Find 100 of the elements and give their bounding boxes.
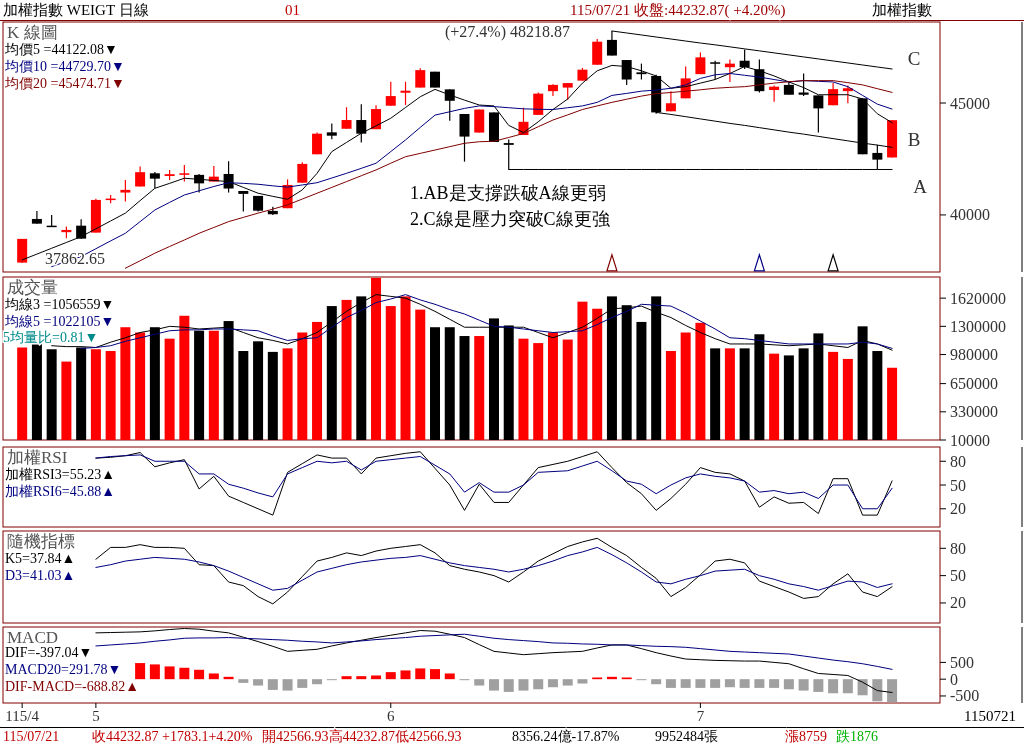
bar — [61, 361, 72, 440]
bar — [400, 296, 411, 440]
bar — [695, 679, 706, 688]
bar — [444, 673, 455, 680]
candlestick — [444, 88, 455, 122]
chart-title: 加權RSI — [7, 448, 68, 467]
bar — [194, 669, 205, 680]
candlestick — [223, 160, 234, 194]
y-tick-label: 20 — [950, 500, 966, 518]
candlestick — [238, 190, 249, 213]
bar — [297, 332, 308, 440]
text: C — [907, 48, 921, 69]
bar — [651, 679, 662, 685]
bar — [179, 667, 190, 680]
y-tick-label: 40000 — [950, 206, 990, 224]
bar — [813, 333, 824, 440]
series-label: 加權RSI3=55.23▲ — [5, 467, 116, 482]
bar — [813, 679, 824, 692]
chart-title: K 線圖 — [7, 23, 58, 42]
y-tick-label: -500 — [950, 687, 980, 705]
y-tick-label: 50 — [950, 476, 966, 494]
bar — [680, 679, 691, 688]
bar — [341, 676, 352, 680]
text: 加權指數 WEIGT 日線 — [3, 2, 149, 18]
bar — [739, 348, 750, 440]
bar — [385, 672, 396, 680]
bar — [194, 330, 205, 440]
y-tick-label: 50 — [950, 567, 966, 585]
candlestick — [149, 171, 160, 189]
bar — [90, 349, 101, 440]
text: 01 — [285, 2, 300, 18]
candlestick — [341, 106, 352, 130]
chart-title: 隨機指標 — [7, 532, 75, 551]
candlestick — [400, 81, 411, 106]
text: 跌1876 — [836, 729, 878, 744]
y-tick-label: 500 — [950, 653, 974, 671]
text: 9952484張 — [655, 729, 718, 744]
bar — [724, 679, 735, 688]
bar — [636, 321, 647, 440]
chart-title: 成交量 — [7, 278, 58, 297]
annotation: 5均量比=0.81▼ — [3, 330, 99, 345]
text: 加權指數 — [872, 2, 932, 18]
text: 均價10 =44729.70▼ — [4, 59, 125, 74]
y-tick-label: 80 — [950, 452, 966, 470]
bar — [783, 355, 794, 440]
bar — [577, 679, 588, 684]
text: A — [913, 176, 928, 197]
candlestick — [31, 210, 42, 225]
bar — [415, 309, 426, 440]
bar — [415, 668, 426, 680]
x-tick-label: 115/4 — [5, 708, 40, 724]
bar — [769, 353, 780, 440]
text: B — [907, 129, 921, 150]
y-tick-label: 330000 — [950, 403, 998, 421]
bar — [474, 679, 485, 686]
text: 115/07/21 收盤:44232.87( +4.20%) — [570, 2, 786, 19]
bar — [356, 676, 367, 680]
bar — [120, 327, 131, 440]
text: 收44232.87 +1783.1+4.20% — [92, 729, 253, 744]
bar — [267, 351, 278, 440]
text: 漲8759 — [785, 729, 827, 744]
candlestick — [120, 179, 131, 203]
candlestick — [297, 161, 308, 184]
text: 均價20 =45474.71▼ — [4, 76, 125, 91]
bar — [887, 679, 898, 703]
candlestick — [592, 38, 603, 66]
bar — [798, 348, 809, 440]
bar — [430, 669, 441, 680]
bar — [297, 679, 308, 688]
bar — [547, 332, 558, 440]
bar — [164, 338, 175, 440]
bar — [503, 679, 514, 692]
series-label: 均線5 =1022105▼ — [4, 314, 115, 329]
y-tick-label: 980000 — [950, 346, 998, 364]
bar — [665, 679, 676, 688]
annotation: (+27.4%) 48218.87 — [444, 23, 570, 41]
candlestick — [135, 165, 146, 188]
bar — [562, 339, 573, 440]
annotation: 2.C線是壓力突破C線更強 — [410, 209, 610, 229]
y-tick-label: 650000 — [950, 375, 998, 393]
bar — [253, 679, 264, 686]
series-label: DIF-MACD=-688.82▲ — [5, 679, 140, 694]
bar — [872, 351, 883, 440]
bar — [208, 330, 219, 440]
y-tick-label: 80 — [950, 539, 966, 557]
bar — [238, 351, 249, 440]
y-tick-label: 1620000 — [950, 289, 1006, 307]
series-label: MACD20=291.78▼ — [5, 662, 122, 677]
bar — [341, 299, 352, 440]
candlestick — [813, 94, 824, 134]
bar — [503, 325, 514, 440]
bar — [253, 341, 264, 440]
bar — [400, 670, 411, 680]
bar — [135, 663, 146, 680]
candlestick — [356, 103, 367, 144]
bar — [444, 327, 455, 440]
series-label: 均線3 =1056559▼ — [4, 297, 115, 312]
annotation: 1.AB是支撐跌破A線更弱 — [410, 183, 606, 203]
candlestick — [385, 81, 396, 107]
bar — [710, 679, 721, 688]
